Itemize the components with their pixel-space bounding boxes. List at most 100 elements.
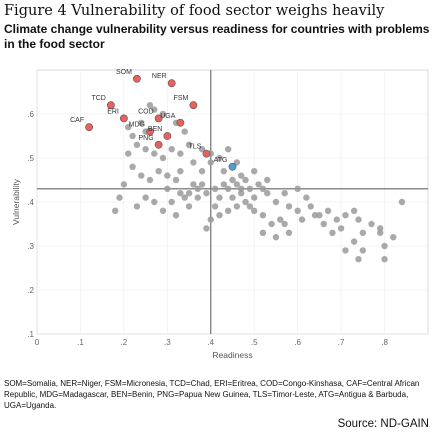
- x-tick-label: .3: [164, 338, 171, 347]
- country-point: [211, 185, 219, 192]
- x-tick-label: .8: [381, 338, 388, 347]
- country-point: [229, 176, 236, 184]
- country-point: [350, 238, 358, 245]
- country-point: [172, 212, 180, 219]
- country-point: [298, 216, 306, 223]
- country-point: [264, 176, 271, 184]
- country-point: [151, 198, 158, 206]
- point-label-caf: CAF: [70, 117, 84, 124]
- country-point: [377, 225, 384, 232]
- point-label-fsm: FSM: [174, 95, 189, 102]
- country-point: [125, 124, 132, 131]
- country-point: [355, 256, 362, 263]
- x-tick-label: 0: [35, 338, 40, 347]
- country-point: [220, 181, 228, 188]
- country-point: [233, 203, 241, 210]
- country-point: [151, 150, 158, 157]
- point-tls: [202, 149, 211, 158]
- country-point: [255, 181, 262, 188]
- country-point: [281, 190, 288, 197]
- country-point: [198, 168, 206, 175]
- country-point: [216, 194, 223, 201]
- country-point: [194, 185, 201, 192]
- point-label-tcd: TCD: [91, 95, 105, 102]
- x-tick-label: .4: [207, 338, 214, 347]
- country-point: [181, 128, 188, 135]
- y-tick-label: .5: [27, 154, 34, 163]
- country-point: [251, 168, 258, 175]
- y-tick-label: .6: [27, 110, 34, 119]
- country-point: [125, 150, 132, 157]
- country-point: [172, 176, 180, 184]
- country-point: [242, 176, 249, 184]
- country-point: [398, 198, 406, 206]
- country-point: [342, 212, 349, 219]
- point-eri: [119, 114, 128, 123]
- country-point: [177, 190, 184, 197]
- country-point: [159, 207, 167, 214]
- figure-title: Figure 4 Vulnerability of food sector we…: [4, 3, 385, 19]
- country-point: [272, 234, 280, 241]
- country-point: [251, 194, 258, 201]
- country-point: [342, 247, 349, 254]
- point-label-atg: ATG: [214, 157, 228, 164]
- country-point: [324, 207, 332, 214]
- country-point: [168, 146, 175, 153]
- country-point: [146, 176, 154, 184]
- country-point: [259, 212, 267, 219]
- country-point: [377, 229, 384, 236]
- country-point: [190, 159, 197, 166]
- country-point: [164, 185, 171, 192]
- country-point: [329, 229, 336, 236]
- country-point: [159, 110, 167, 118]
- country-point: [198, 181, 206, 188]
- point-png: [154, 140, 163, 149]
- point-label-uga: UGA: [160, 113, 176, 120]
- country-point: [177, 168, 184, 175]
- country-point: [203, 225, 210, 232]
- country-point: [116, 194, 123, 201]
- country-point: [207, 159, 214, 166]
- point-label-som: SOM: [116, 69, 132, 76]
- country-point: [333, 216, 340, 223]
- country-point: [151, 106, 158, 113]
- point-atg: [228, 162, 237, 171]
- country-point: [159, 154, 167, 162]
- point-label-mdg: MDG: [129, 122, 145, 129]
- country-point: [390, 234, 397, 241]
- country-point: [185, 141, 193, 148]
- point-uga: [176, 118, 185, 127]
- point-label-tls: TLS: [189, 144, 202, 151]
- country-point: [251, 207, 258, 214]
- country-point: [129, 132, 136, 140]
- point-cod: [154, 114, 163, 123]
- country-point: [142, 194, 149, 201]
- country-point: [203, 190, 210, 197]
- country-point: [242, 198, 249, 206]
- source-note: Source: ND-GAIN: [337, 418, 429, 430]
- country-point: [190, 181, 197, 188]
- country-point: [233, 181, 241, 188]
- y-axis-label: Vulnerability: [11, 178, 21, 225]
- country-point: [142, 146, 149, 153]
- country-point: [155, 168, 162, 175]
- y-tick-label: .1: [27, 330, 34, 339]
- figure-subtitle: Climate change vulnerability versus read…: [4, 22, 430, 51]
- x-tick-label: .6: [294, 338, 301, 347]
- point-mdg: [146, 127, 154, 136]
- country-point: [229, 194, 236, 201]
- x-tick-label: .7: [338, 338, 345, 347]
- x-tick-label: .5: [251, 338, 258, 347]
- point-ben: [163, 132, 172, 140]
- country-point: [112, 207, 119, 214]
- x-tick-label: .2: [121, 338, 128, 347]
- country-point: [303, 194, 310, 201]
- point-label-png: PNG: [138, 135, 153, 142]
- point-label-ben: BEN: [148, 126, 162, 133]
- country-point: [268, 220, 275, 228]
- country-point: [381, 242, 388, 250]
- point-label-cod: COD: [138, 108, 154, 115]
- country-point: [224, 207, 232, 214]
- country-point: [259, 229, 267, 236]
- country-point: [237, 172, 245, 179]
